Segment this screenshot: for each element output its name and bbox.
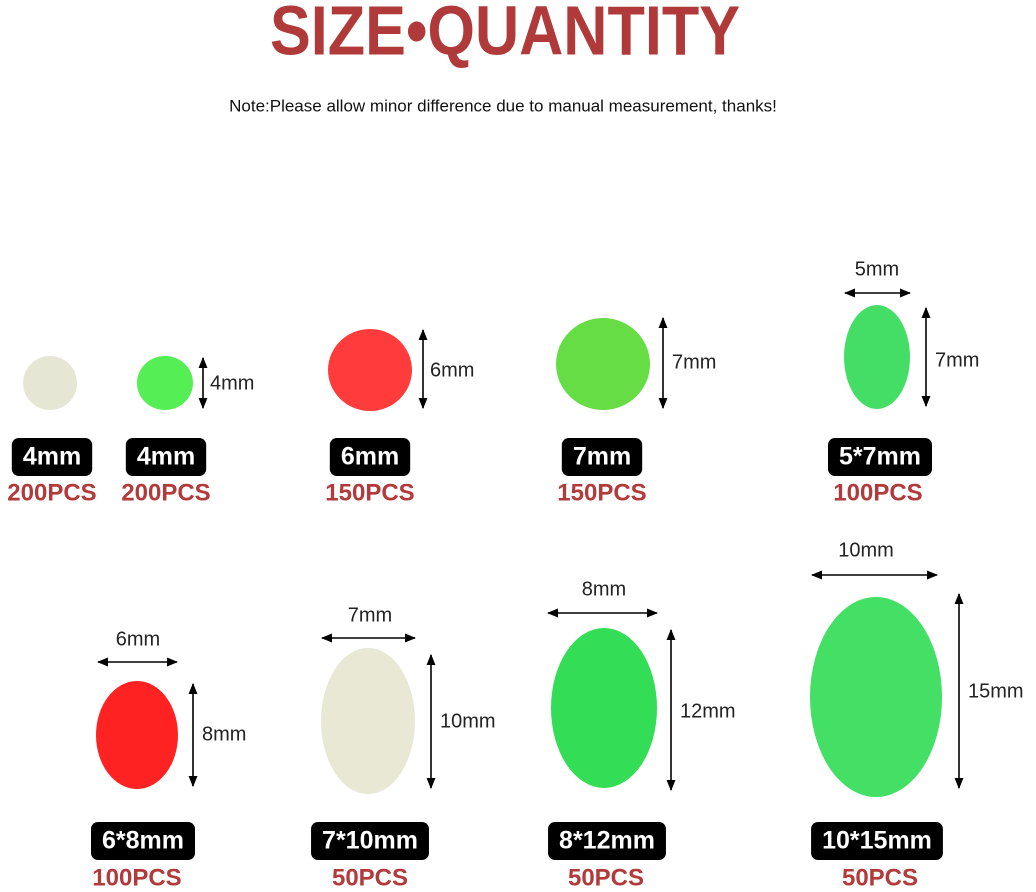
- size-label: 6mm: [341, 443, 399, 471]
- quantity: 200PCS: [7, 479, 96, 506]
- bead: [556, 318, 650, 410]
- bead: [328, 329, 412, 411]
- size-label: 10*15mm: [822, 827, 932, 855]
- quantity: 50PCS: [568, 864, 644, 891]
- width-label: 5mm: [855, 258, 899, 280]
- quantity: 150PCS: [557, 479, 646, 506]
- size-label: 5*7mm: [839, 443, 921, 471]
- height-label: 15mm: [968, 680, 1024, 702]
- bead: [96, 681, 178, 789]
- quantity: 200PCS: [121, 479, 210, 506]
- quantity: 50PCS: [842, 864, 918, 891]
- size-pill: [125, 438, 207, 476]
- size-pill: [91, 822, 195, 860]
- size-pill: [828, 438, 932, 476]
- height-label: 12mm: [680, 700, 736, 722]
- size-label: 7mm: [573, 443, 631, 471]
- quantity: 100PCS: [92, 864, 181, 891]
- size-pill: [548, 822, 666, 860]
- bead: [137, 356, 193, 410]
- size-label: 4mm: [23, 443, 81, 471]
- quantity: 100PCS: [833, 479, 922, 506]
- note: Note:Please allow minor difference due t…: [229, 96, 777, 115]
- height-label: 7mm: [935, 349, 979, 371]
- size-pill: [561, 438, 643, 476]
- size-label: 4mm: [137, 443, 195, 471]
- quantity: 150PCS: [325, 479, 414, 506]
- quantity: 50PCS: [332, 864, 408, 891]
- bead: [551, 628, 657, 788]
- size-label: 6*8mm: [102, 827, 184, 855]
- bead: [810, 597, 942, 797]
- height-label: 10mm: [440, 710, 496, 732]
- height-label: 8mm: [202, 723, 246, 745]
- bead: [844, 305, 910, 409]
- height-label: 4mm: [210, 372, 254, 394]
- size-pill: [311, 822, 429, 860]
- height-label: 6mm: [430, 359, 474, 381]
- size-label: 8*12mm: [559, 827, 655, 855]
- width-label: 8mm: [582, 578, 626, 600]
- size-pill: [11, 438, 93, 476]
- bead: [23, 356, 77, 410]
- size-label: 7*10mm: [322, 827, 418, 855]
- height-label: 7mm: [672, 351, 716, 373]
- title: SIZE•QUANTITY: [270, 0, 740, 69]
- bead: [321, 648, 415, 794]
- width-label: 6mm: [116, 628, 160, 650]
- width-label: 10mm: [838, 539, 894, 561]
- size-pill: [811, 822, 943, 860]
- size-pill: [329, 438, 411, 476]
- width-label: 7mm: [348, 604, 392, 626]
